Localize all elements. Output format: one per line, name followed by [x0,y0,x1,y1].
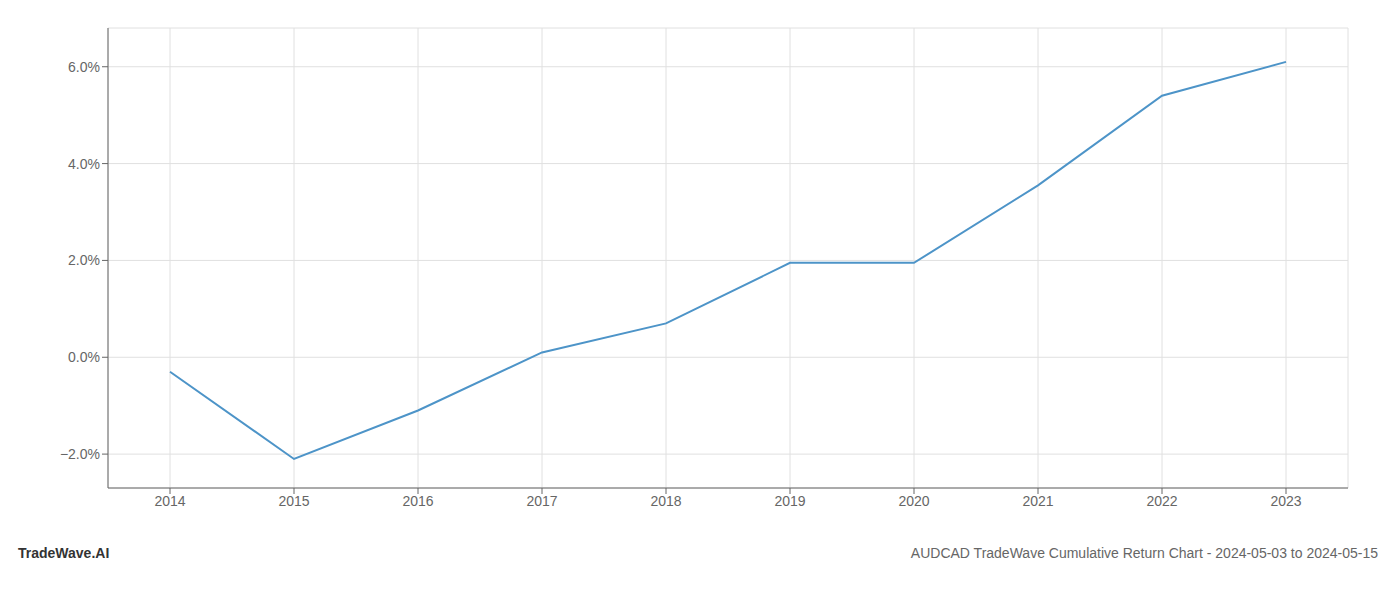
svg-text:2021: 2021 [1022,493,1053,509]
svg-text:2017: 2017 [526,493,557,509]
svg-text:4.0%: 4.0% [68,156,100,172]
svg-text:2018: 2018 [650,493,681,509]
svg-text:2015: 2015 [278,493,309,509]
svg-text:2.0%: 2.0% [68,252,100,268]
svg-text:6.0%: 6.0% [68,59,100,75]
svg-text:−2.0%: −2.0% [60,446,100,462]
html-text:TradeWave.AI: TradeWave.AI [18,545,110,561]
svg-text:2023: 2023 [1270,493,1301,509]
svg-text:2022: 2022 [1146,493,1177,509]
svg-text:2016: 2016 [402,493,433,509]
svg-text:2019: 2019 [774,493,805,509]
svg-text:2020: 2020 [898,493,929,509]
html-text:AUDCAD TradeWave Cumulative Re: AUDCAD TradeWave Cumulative Return Chart… [910,545,1378,561]
svg-text:0.0%: 0.0% [68,349,100,365]
svg-text:2014: 2014 [154,493,185,509]
